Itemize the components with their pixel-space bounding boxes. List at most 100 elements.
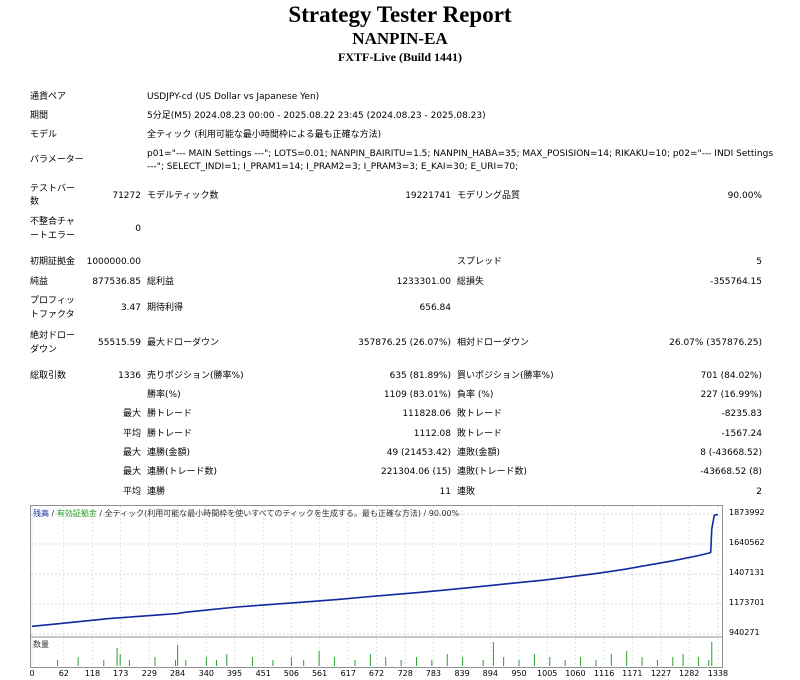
volume-bar [482,660,484,666]
volume-bar [354,660,356,666]
volume-bar [185,660,187,666]
x-axis-tick-label: 728 [397,669,413,678]
volume-bar [656,660,658,666]
volume-bar [318,651,320,666]
deposit-label: 初期証拠金 [30,257,76,267]
long-positions-value: 701 (84.02%) [700,371,762,381]
x-axis-tick-label: 506 [283,669,300,678]
reldd-value: 26.07% (357876.25) [669,338,762,348]
total-trades-value: 1336 [118,371,141,381]
net-profit-value: 877536.85 [92,277,141,287]
max-label-2: 最大 [122,448,141,458]
net-profit-label: 純益 [30,277,49,287]
volume-bar [431,660,433,666]
x-axis-tick-label: 118 [84,669,101,678]
volume-bar [533,654,535,666]
x-axis-tick-label: 1227 [650,669,672,678]
balance-chart [30,505,723,668]
x-axis-tick-label: 1116 [593,669,615,678]
win-rate-label: 勝率(%) [147,390,181,400]
volume-bar [641,657,643,666]
avg-label-2: 平均 [122,487,141,497]
x-axis-tick-label: 62 [58,669,69,678]
cons-win-value: 49 (21453.42) [386,448,451,458]
server-build: FXTF-Live (Build 1441) [337,50,462,64]
params-line2: ---"; SELECT_INDI=1; I_PRAM1=14; I_PRAM2… [147,162,519,172]
x-axis-tick-label: 839 [454,669,470,678]
avg-win-value: 1112.08 [413,429,451,439]
x-axis-tick-label: 617 [340,669,356,678]
x-axis-tick-label: 173 [113,669,129,678]
params-label: パラメーター [30,155,84,165]
y-axis-tick-label: 940271 [729,628,760,637]
bars-label-1: テストバー [30,184,76,194]
volume-bar [303,660,305,666]
volume-bar [116,648,118,666]
maxdd-label: 最大ドローダウン [147,338,220,348]
symbol-value: USDJPY-cd (US Dollar vs Japanese Yen) [147,92,320,102]
x-axis-tick-label: 229 [141,669,158,678]
mismatch-label-1: 不整合チャ [30,217,75,227]
volume-bar [708,660,710,666]
x-axis-tick-label: 451 [255,669,271,678]
gross-profit-label: 総利益 [147,277,175,287]
volume-bar [626,651,628,666]
volume-bar [446,654,448,666]
pf-label-1: プロフィッ [30,296,75,306]
loss-rate-value: 227 (16.99%) [700,390,762,400]
avg-cons-win-label: 連勝 [147,487,166,497]
quality-value: 90.00% [727,191,762,201]
legend-balance: 残高 [33,509,49,518]
volume-bar [595,660,597,666]
volume-bar [672,657,674,666]
short-positions-label: 売りポジション(勝率%) [147,371,244,381]
legend-description: / 全ティック(利用可能な最小時間枠を使いすべてのティックを生成する。最も正確な… [96,509,460,518]
volume-bar [205,657,207,666]
maxdd-value: 357876.25 (26.07%) [358,338,451,348]
volume-bar [272,660,274,666]
y-axis-tick-label: 1407131 [729,568,765,577]
y-axis-tick-label: 1640562 [729,538,765,547]
mismatch-label-2: ートエラー [30,231,76,241]
reldd-label: 相対ドローダウン [457,338,530,348]
cons-profit-value: 221304.06 (15) [380,467,451,477]
max-label-3: 最大 [122,467,141,477]
volume-bar [57,660,59,666]
volume-bar [711,642,713,666]
quality-label: モデリング品質 [457,191,521,201]
cons-profit-label: 連勝(トレード数) [147,467,218,477]
y-axis-tick-label: 1873992 [729,508,765,517]
model-label: モデル [30,130,58,140]
cons-loss-label: 連敗(金額) [457,448,501,458]
x-axis-tick-label: 1060 [565,669,586,678]
period-value: 5分足(M5) 2024.08.23 00:00 - 2025.08.22 23… [147,111,486,121]
x-axis-tick-label: 1171 [622,669,643,678]
volume-bar [580,657,582,666]
gross-loss-label: 総損失 [457,277,485,287]
loss-rate-label: 負率 (%) [457,390,494,400]
avg-cons-loss-value: 2 [756,487,762,497]
x-axis-tick-label: 561 [311,669,328,678]
volume-bar [290,657,292,666]
period-label: 期間 [30,111,49,121]
long-positions-label: 買いポジション(勝率%) [457,371,554,381]
volume-bar [518,660,520,666]
balance-line [31,513,719,628]
volume-bar [564,660,566,666]
largest-win-value: 111828.06 [402,409,451,419]
x-axis-tick-label: 340 [198,669,214,678]
max-label-1: 最大 [122,409,141,419]
report-title: Strategy Tester Report [288,2,512,27]
volume-bar [503,657,505,666]
x-axis-tick-label: 894 [482,669,498,678]
win-rate-value: 1109 (83.01%) [383,390,451,400]
avg-loss-label: 敗トレード [457,429,503,439]
volume-bar [216,660,218,666]
x-axis-tick-label: 783 [425,669,442,678]
volume-bar [154,657,156,666]
payoff-label: 期待利得 [147,303,184,313]
largest-loss-value: -8235.83 [721,409,762,419]
volume-bar [697,657,699,666]
x-axis-tick-label: 672 [368,669,385,678]
avg-loss-value: -1567.24 [721,429,762,439]
